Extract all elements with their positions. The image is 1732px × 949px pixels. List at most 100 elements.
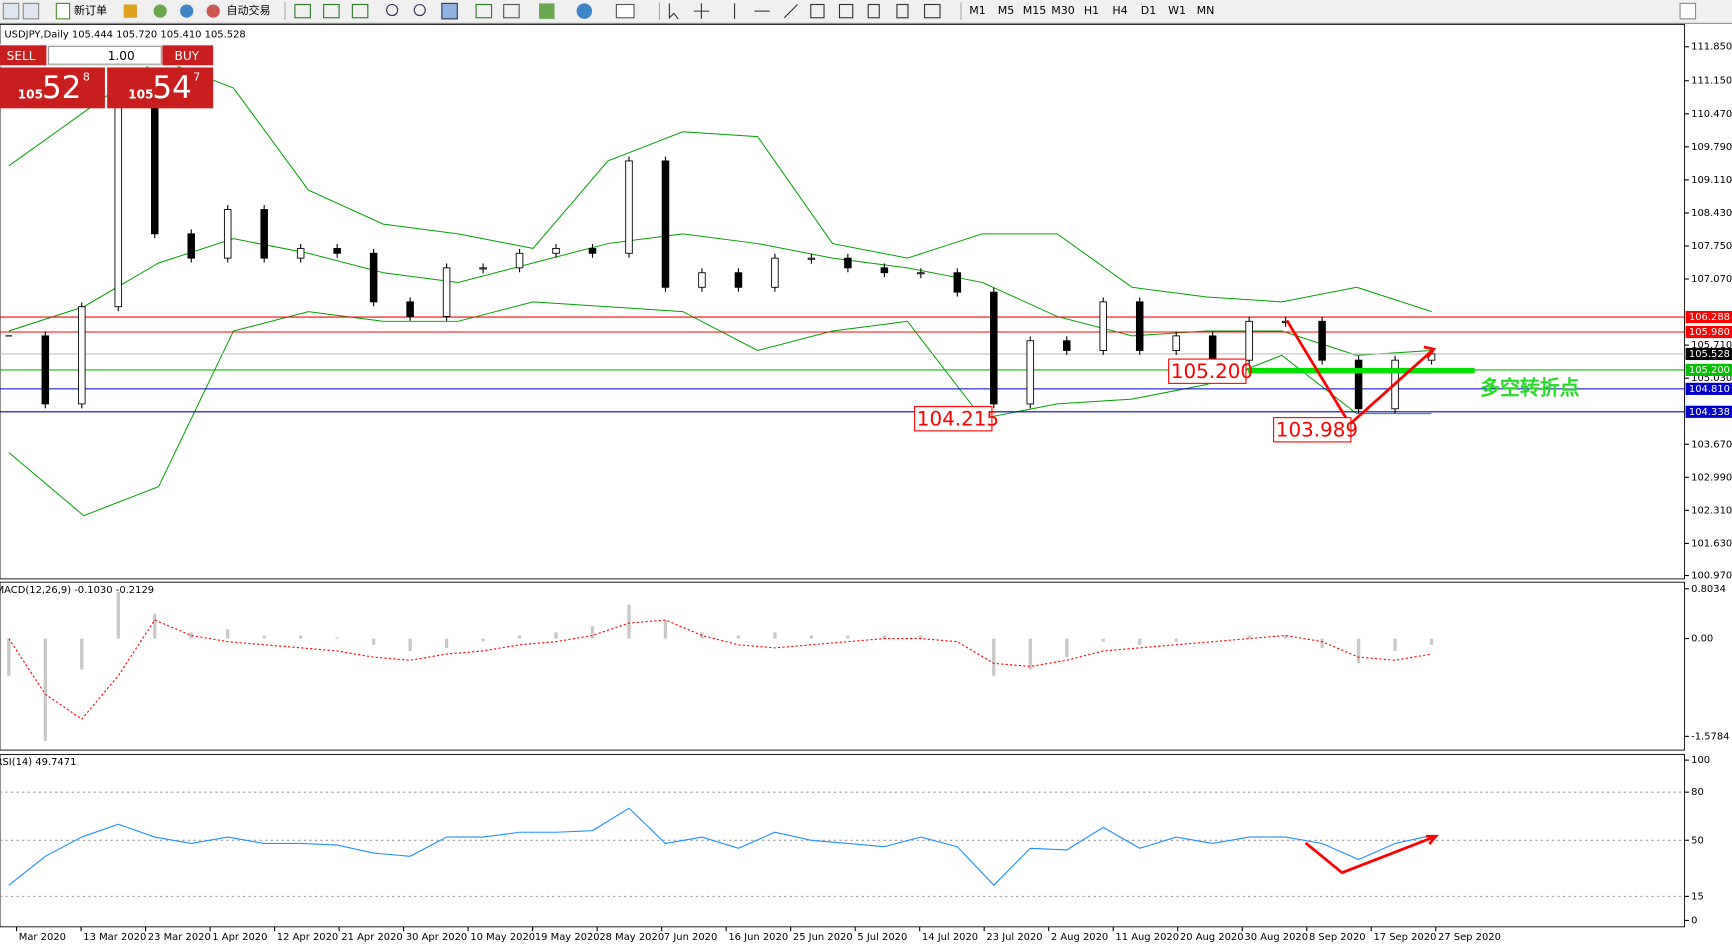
y-tick-label: 111.850: [1691, 42, 1732, 53]
ask-box[interactable]: [107, 67, 214, 109]
new-order-icon[interactable]: [55, 2, 71, 20]
macd-bar: [700, 632, 704, 639]
buy-button[interactable]: [162, 45, 214, 66]
y-tick-label: 103.670: [1691, 439, 1732, 450]
x-tick-label: 17 Sep 2020: [1373, 932, 1436, 943]
candle: [187, 233, 195, 259]
x-tick-label: 2 Aug 2020: [1051, 932, 1108, 943]
candle: [917, 272, 925, 275]
y-tick-label: 100.970: [1691, 570, 1732, 581]
lots-value[interactable]: 1.00: [108, 49, 135, 63]
x-tick-label: 8 Sep 2020: [1309, 932, 1366, 943]
trendline-tool[interactable]: [783, 4, 798, 19]
annotation-box: [1168, 358, 1247, 384]
macd-bar: [189, 632, 193, 639]
icon[interactable]: [475, 3, 493, 19]
icon[interactable]: [896, 3, 909, 19]
macd-signal: [8, 619, 1432, 720]
candle: [479, 267, 487, 270]
price-level-label: 104.810: [1689, 384, 1730, 395]
macd-bar: [1283, 635, 1288, 639]
candle: [151, 97, 159, 235]
icon[interactable]: [838, 3, 854, 19]
chart-header: USDJPY,Daily 105.444 105.720 105.410 105…: [4, 29, 245, 40]
sell-label[interactable]: SELL: [7, 49, 36, 63]
timeframe-button[interactable]: D1: [1141, 4, 1157, 17]
timeframe-button[interactable]: M5: [998, 4, 1015, 17]
x-tick-label: 25 Jun 2020: [793, 932, 853, 943]
macd-bar: [1174, 638, 1178, 642]
macd-bar: [1065, 638, 1069, 658]
candle: [333, 247, 341, 254]
y-tick-label: 105.030: [1691, 373, 1732, 384]
y-tick-label: 0.00: [1691, 634, 1713, 645]
candle: [771, 257, 779, 288]
y-tick-label: 107.750: [1691, 241, 1732, 252]
macd-bar: [809, 635, 814, 639]
timeframe-button[interactable]: H1: [1084, 4, 1099, 17]
timeframe-button[interactable]: M30: [1051, 4, 1075, 17]
icon[interactable]: [294, 3, 311, 19]
x-tick-label: 1 Apr 2020: [212, 932, 267, 943]
icon[interactable]: [123, 4, 137, 18]
y-tick-label: 109.110: [1691, 175, 1732, 186]
x-tick-label: 19 May 2020: [535, 932, 600, 943]
icon[interactable]: [1679, 2, 1697, 20]
auto-trading-icon[interactable]: [206, 4, 220, 18]
price-level-tag: [1685, 382, 1732, 395]
icon[interactable]: [576, 3, 593, 19]
timeframe-button[interactable]: W1: [1168, 4, 1186, 17]
macd-bar: [590, 626, 595, 639]
candle: [698, 272, 706, 288]
buy-label[interactable]: BUY: [175, 49, 200, 63]
bollinger-lower: [8, 301, 1432, 517]
candle: [1172, 335, 1180, 351]
price-level-tag: [1685, 405, 1732, 418]
candle: [1354, 359, 1363, 410]
x-tick-label: 21 Apr 2020: [341, 932, 402, 943]
lots-input[interactable]: [48, 45, 162, 65]
price-level-label: 105.528: [1689, 349, 1730, 360]
icon[interactable]: [351, 3, 369, 19]
macd-pane: [0, 581, 1685, 751]
sell-button[interactable]: [0, 45, 47, 66]
bid-box[interactable]: [0, 67, 105, 109]
icon[interactable]: [810, 3, 825, 19]
price-level-tag: [1685, 325, 1732, 339]
macd-bar: [481, 638, 485, 642]
timeframe-button[interactable]: M1: [969, 4, 986, 17]
timeframe-button[interactable]: H4: [1112, 4, 1127, 17]
icon[interactable]: [2, 2, 20, 20]
icon[interactable]: [503, 3, 520, 19]
icon[interactable]: [153, 4, 167, 18]
timeframe-button[interactable]: MN: [1197, 4, 1215, 17]
macd-bar: [408, 638, 412, 651]
icon[interactable]: [539, 3, 555, 19]
candle: [406, 301, 414, 317]
icon[interactable]: [22, 2, 40, 20]
pivot-highlight: [1248, 367, 1475, 374]
icon[interactable]: [441, 2, 458, 20]
annotation-box: [914, 406, 993, 432]
macd-bar: [773, 632, 777, 639]
icon[interactable]: [615, 3, 635, 19]
zoom-in[interactable]: [386, 3, 399, 17]
icon[interactable]: [180, 4, 194, 18]
x-tick-label: 30 Apr 2020: [406, 932, 467, 943]
new-order-button[interactable]: 新订单: [74, 3, 107, 17]
annotation: 103.989: [1276, 418, 1358, 441]
macd-bar: [1138, 638, 1142, 645]
icon[interactable]: [323, 3, 340, 19]
auto-trading-button[interactable]: 自动交易: [226, 3, 270, 17]
macd-bar: [262, 635, 266, 639]
icon[interactable]: [923, 3, 941, 19]
candle: [990, 291, 998, 405]
timeframe-button[interactable]: M15: [1023, 4, 1047, 17]
crosshair-tool[interactable]: [693, 3, 710, 19]
macd-bar: [517, 635, 522, 639]
cursor-tool[interactable]: [668, 3, 679, 20]
annotation-box: [1273, 417, 1352, 443]
zoom-out[interactable]: [413, 3, 426, 17]
icon[interactable]: [867, 3, 880, 19]
